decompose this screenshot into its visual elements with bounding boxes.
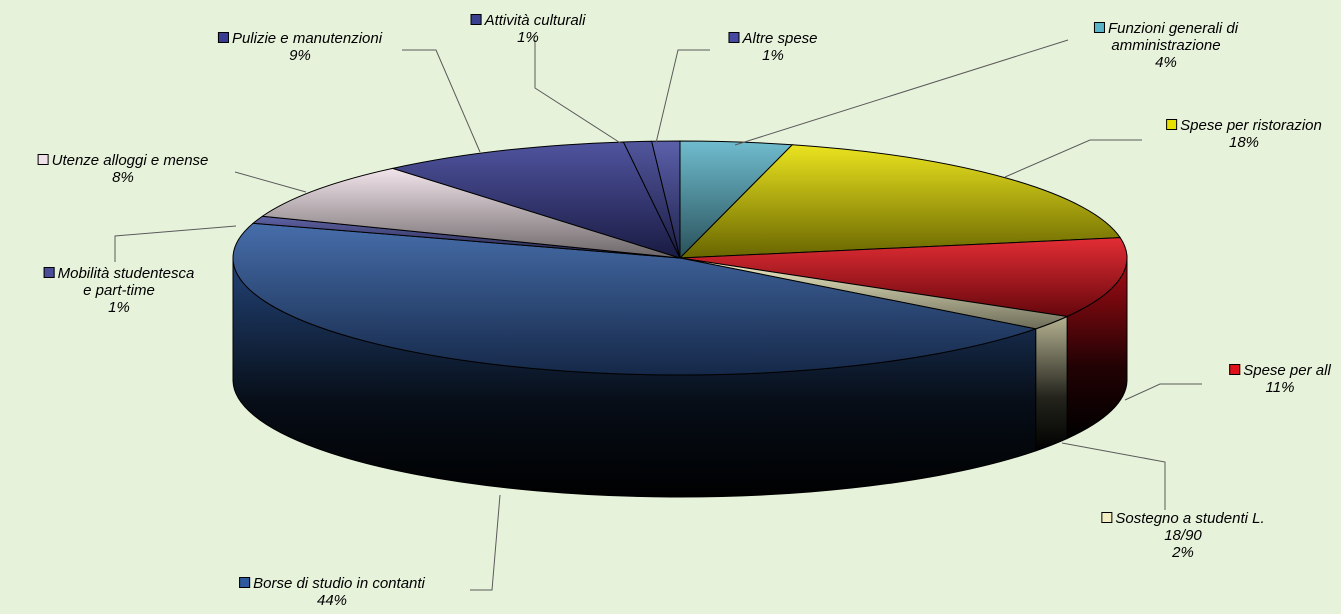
pie-slices xyxy=(232,140,1128,376)
leader-line-4 xyxy=(470,494,501,591)
slice-label-3: Sostegno a studenti L. 18/90 2% xyxy=(1101,510,1265,561)
slice-label-text: Mobilità studentesca xyxy=(43,265,195,282)
slice-label-text: amministrazione xyxy=(1111,37,1221,54)
slice-label-text: Borse di studio in contanti xyxy=(239,575,425,592)
pie-slice-2 xyxy=(679,237,1128,318)
pie-slice-1 xyxy=(678,144,1122,259)
pie-side-3 xyxy=(1035,315,1068,452)
slice-label-name: Sostegno a studenti L. xyxy=(1115,510,1265,527)
slice-percent: 1% xyxy=(517,29,539,46)
leader-line-1 xyxy=(1004,139,1142,178)
leader-line-6 xyxy=(234,171,307,193)
slice-label-name: Altre spese xyxy=(742,30,818,47)
slice-label-7: Pulizie e manutenzioni 9% xyxy=(217,30,383,64)
slice-label-4: Borse di studio in contanti 44% xyxy=(239,575,425,609)
slice-label-text: Spese per ristorazion xyxy=(1166,117,1322,134)
slice-label-text: 18/90 xyxy=(1164,527,1202,544)
slice-percent: 4% xyxy=(1155,54,1177,71)
pie-slice-7 xyxy=(390,141,681,259)
slice-label-name: Utenze alloggi e mense xyxy=(51,152,209,169)
slice-percent: 1% xyxy=(108,299,130,316)
legend-swatch xyxy=(1166,119,1178,130)
slice-label-name: Mobilità studentesca xyxy=(57,265,195,282)
pie-slice-6 xyxy=(261,167,681,259)
legend-swatch xyxy=(239,577,251,588)
legend-swatch xyxy=(43,267,55,278)
slice-label-text: Funzioni generali di xyxy=(1093,20,1239,37)
slice-label-text: Attività culturali xyxy=(470,12,586,29)
legend-swatch xyxy=(1093,22,1105,33)
pie-leader-lines xyxy=(114,39,1202,591)
leader-line-8 xyxy=(534,40,623,145)
leader-line-7 xyxy=(402,49,481,153)
pie-slice-4 xyxy=(232,222,1038,376)
pie-side-walls xyxy=(232,257,1128,498)
leader-line-2 xyxy=(1124,383,1202,401)
slice-percent: 11% xyxy=(1265,379,1295,396)
slice-label-0: Funzioni generali di amministrazione 4% xyxy=(1093,20,1239,71)
slice-label-name: Pulizie e manutenzioni xyxy=(231,30,383,47)
slice-label-5: Mobilità studentesca e part-time 1% xyxy=(43,265,195,316)
slice-percent: 18% xyxy=(1228,134,1260,151)
slice-label-name: Funzioni generali di xyxy=(1107,20,1239,37)
leader-line-3 xyxy=(1061,442,1166,510)
slice-label-name: Borse di studio in contanti xyxy=(253,575,425,592)
slice-label-8: Attività culturali 1% xyxy=(470,12,586,46)
slice-label-9: Altre spese 1% xyxy=(728,30,818,64)
slice-percent: 9% xyxy=(289,47,311,64)
slice-label-text: Altre spese xyxy=(728,30,818,47)
slice-percent: 44% xyxy=(316,592,348,609)
slice-label-text: Spese per all xyxy=(1229,362,1331,379)
legend-swatch xyxy=(217,32,229,43)
slice-label-name: Attività culturali xyxy=(484,12,586,29)
legend-swatch xyxy=(37,154,49,165)
legend-swatch xyxy=(1229,364,1241,375)
slice-label-2: Spese per all 11% xyxy=(1229,362,1331,396)
slice-label-text: e part-time xyxy=(83,282,155,299)
slice-percent: 8% xyxy=(112,169,134,186)
legend-swatch xyxy=(1101,512,1113,523)
legend-swatch xyxy=(728,32,740,43)
slice-label-name: Spese per ristorazion xyxy=(1180,117,1322,134)
slice-label-name: Spese per all xyxy=(1243,362,1331,379)
slice-label-text: Sostegno a studenti L. xyxy=(1101,510,1265,527)
pie-slice-9 xyxy=(651,140,681,259)
leader-line-9 xyxy=(655,49,710,144)
slice-label-6: Utenze alloggi e mense 8% xyxy=(37,152,209,186)
slice-percent: 2% xyxy=(1172,544,1194,561)
leader-line-5 xyxy=(114,225,237,262)
legend-swatch xyxy=(470,14,482,25)
slice-label-text: Pulizie e manutenzioni xyxy=(217,30,383,47)
slice-label-1: Spese per ristorazion 18% xyxy=(1166,117,1322,151)
leader-line-0 xyxy=(734,39,1069,146)
slice-label-text: Utenze alloggi e mense xyxy=(37,152,209,169)
slice-percent: 1% xyxy=(762,47,784,64)
